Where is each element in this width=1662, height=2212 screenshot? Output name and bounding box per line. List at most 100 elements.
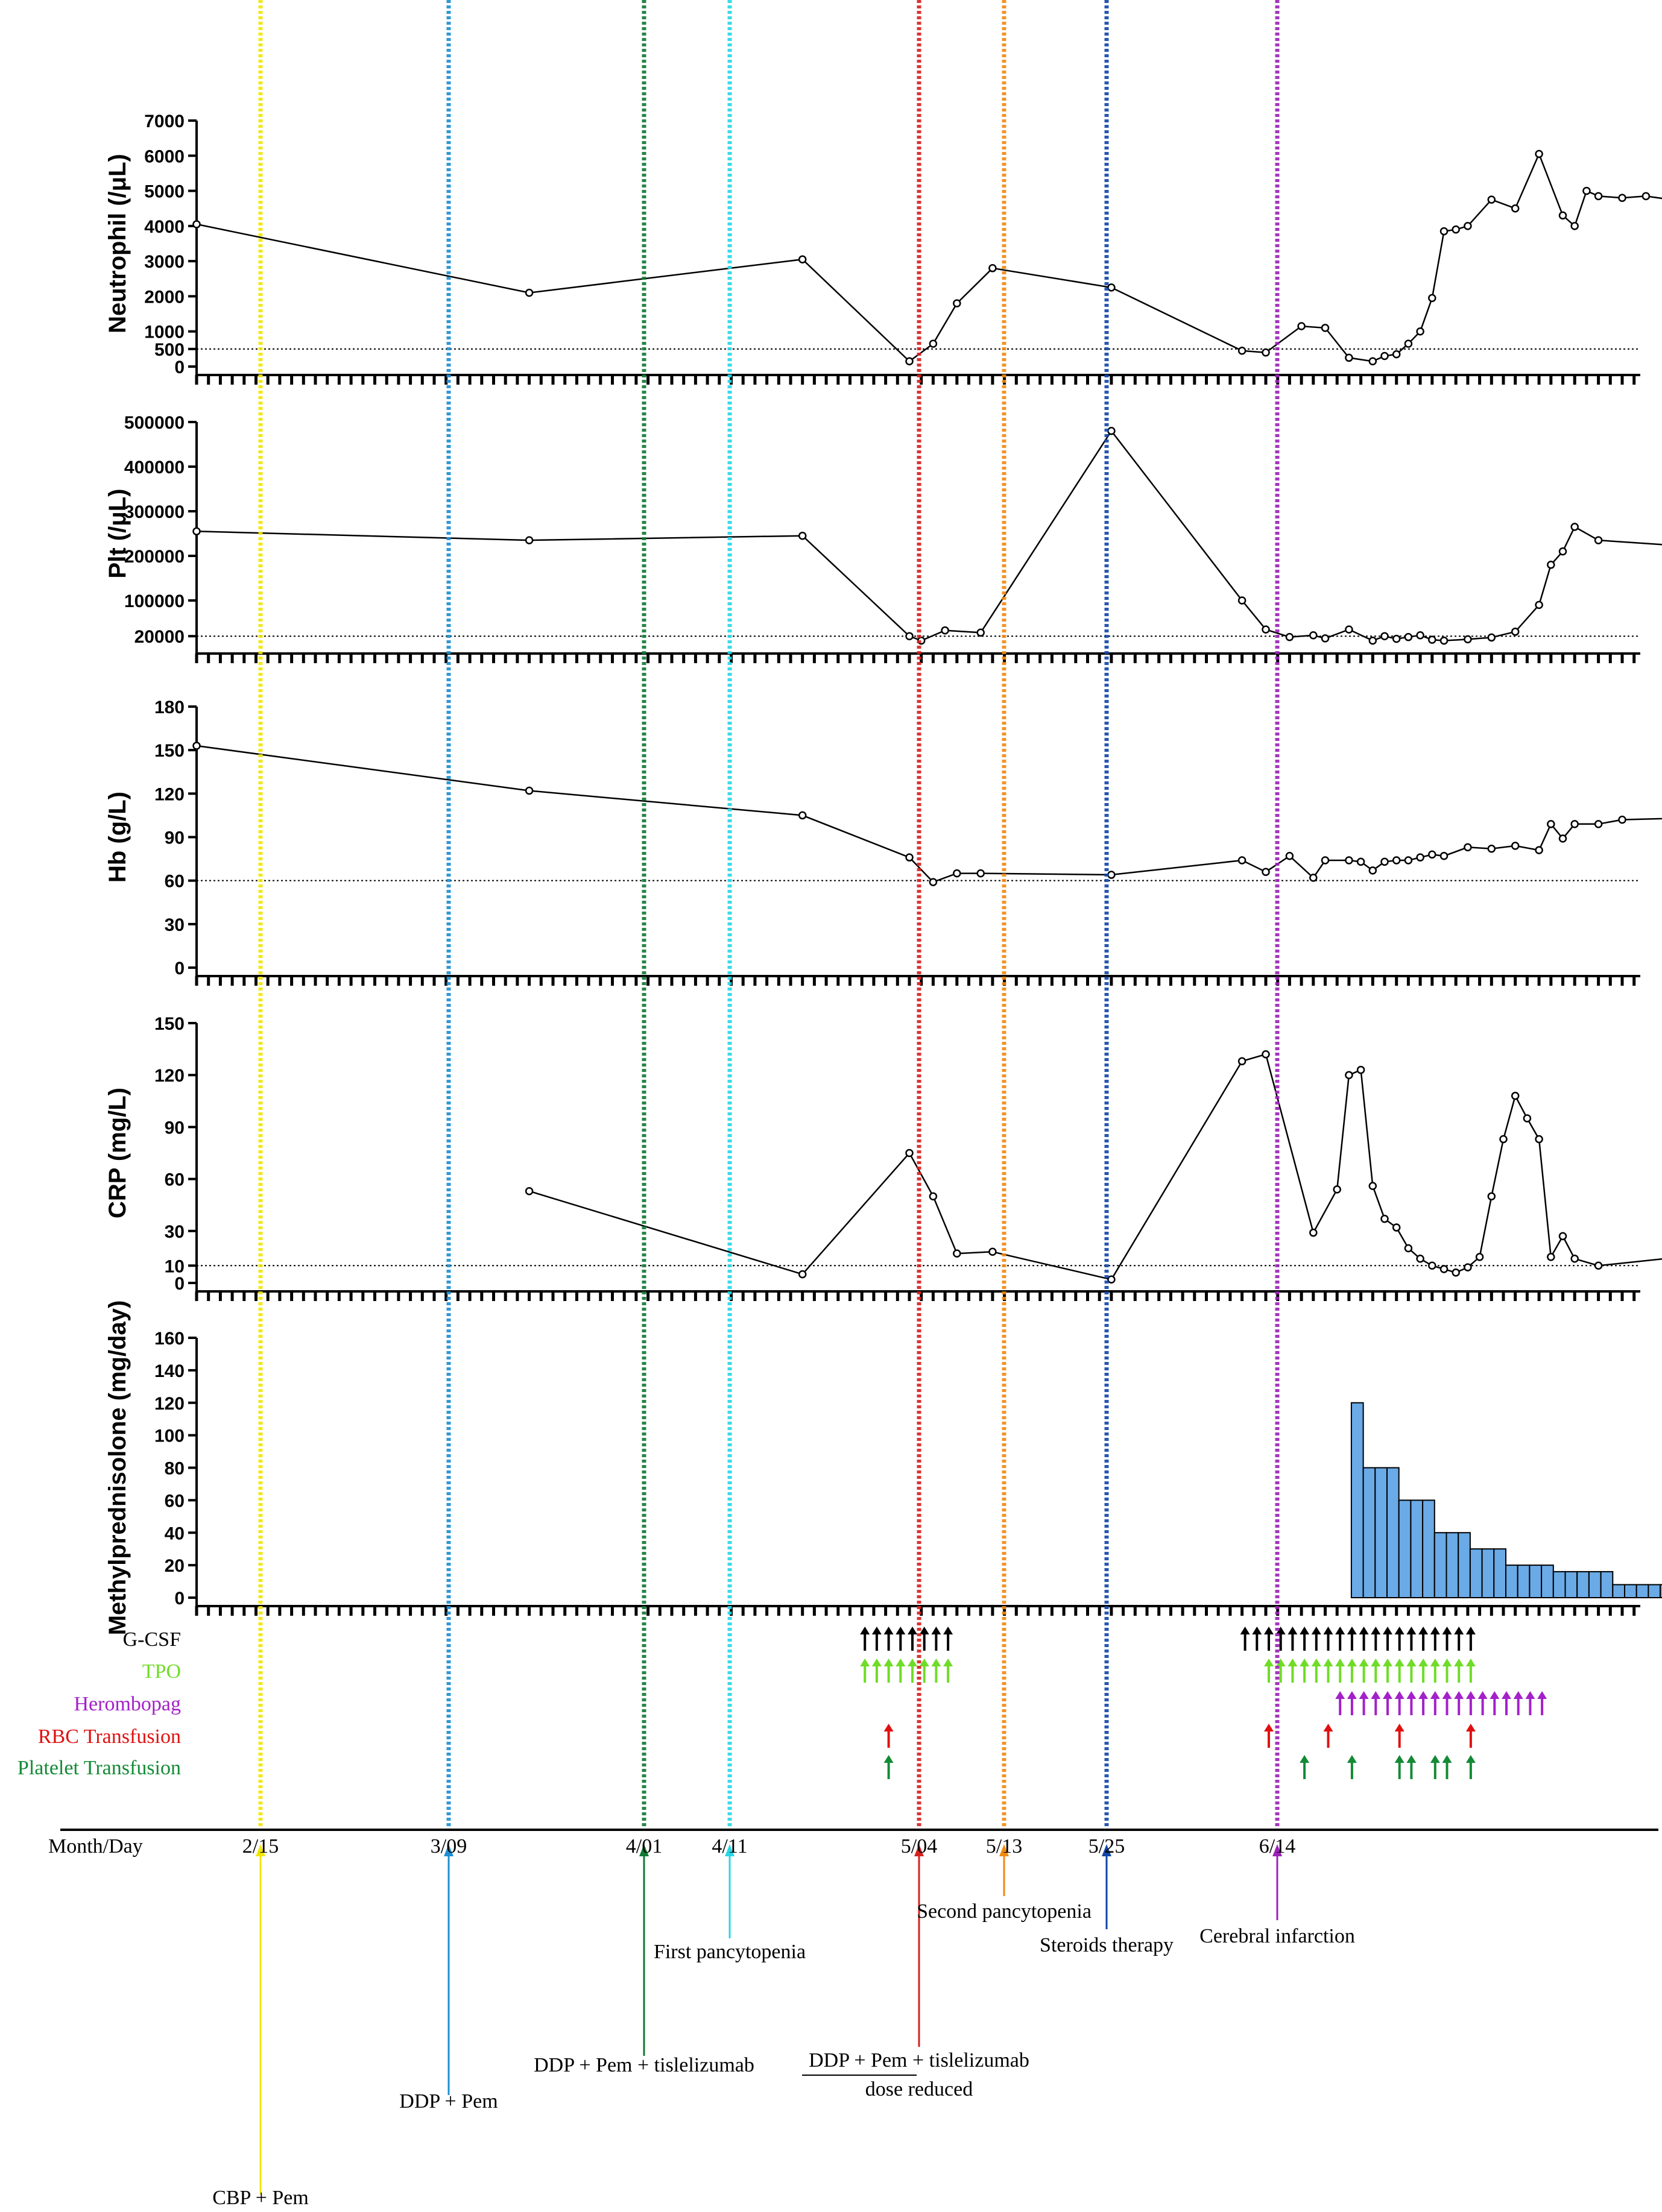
treatment-arrow xyxy=(1465,1627,1476,1651)
data-point xyxy=(1404,339,1413,348)
x-axis-ticks xyxy=(195,1606,1636,1616)
data-point xyxy=(1535,600,1543,610)
y-tick-label: 40 xyxy=(165,1524,185,1543)
y-tick-label: 10 xyxy=(165,1256,185,1276)
series-line xyxy=(196,152,1662,362)
data-point xyxy=(1345,625,1353,634)
treatment-arrow xyxy=(1264,1659,1274,1683)
treatment-arrow xyxy=(1465,1724,1476,1748)
treatment-arrow xyxy=(1383,1627,1392,1651)
x-axis-title: Month/Day xyxy=(48,1835,143,1858)
treatment-arrow xyxy=(896,1627,906,1651)
data-point xyxy=(525,536,534,544)
date-label: 5/25 xyxy=(1089,1835,1125,1858)
bar xyxy=(1350,1402,1364,1598)
data-point xyxy=(1475,1253,1484,1261)
y-axis-label: Hb (g/L) xyxy=(104,792,131,883)
timeline-axis: Month/Day 2/15 3/09 4/01 4/11 5/04 5/13 5/25 6/1… xyxy=(48,1829,1658,2209)
data-point xyxy=(798,531,807,540)
data-point xyxy=(1237,347,1246,355)
data-point xyxy=(1368,357,1377,366)
series-line xyxy=(529,1053,1662,1281)
bar xyxy=(1541,1564,1554,1598)
bar xyxy=(1458,1532,1471,1598)
data-point xyxy=(1487,844,1496,853)
data-point xyxy=(798,255,807,263)
y-tick-label: 500 xyxy=(154,340,185,360)
treatment-arrow xyxy=(1442,1627,1452,1651)
treatment-arrow xyxy=(1454,1627,1464,1651)
data-point xyxy=(192,527,201,536)
data-point xyxy=(1558,1232,1567,1241)
treatment-arrow xyxy=(1454,1691,1464,1715)
data-point xyxy=(1594,1261,1603,1270)
treatment-arrow xyxy=(871,1627,882,1651)
bar xyxy=(1600,1571,1614,1598)
data-point xyxy=(1404,632,1413,641)
data-point xyxy=(1641,192,1651,201)
bar xyxy=(1446,1532,1459,1598)
event-label: DDP + Pem + tislelizumab xyxy=(534,2054,754,2076)
treatment-arrow xyxy=(943,1627,953,1651)
y-tick-label: 60 xyxy=(165,872,185,892)
treatment-arrow xyxy=(1477,1691,1488,1715)
event-label: dose reduced xyxy=(865,2078,973,2100)
data-point xyxy=(905,632,914,640)
data-point xyxy=(1428,635,1436,644)
y-tick-label: 6000 xyxy=(144,147,185,166)
data-point xyxy=(976,628,985,637)
treatment-arrow xyxy=(908,1659,917,1683)
data-point xyxy=(1487,633,1496,642)
data-point xyxy=(1392,634,1401,643)
y-tick-label: 20 xyxy=(165,1556,185,1576)
treatment-arrow xyxy=(1454,1659,1464,1683)
treatment-arrow xyxy=(883,1755,894,1779)
y-tick-label: 90 xyxy=(165,828,185,848)
treatment-arrow xyxy=(1465,1755,1476,1779)
event-line xyxy=(725,0,735,1938)
treatment-arrow xyxy=(1430,1627,1440,1651)
lab-panels: 05001000200030004000500060007000Neutroph… xyxy=(104,112,1662,1635)
data-point xyxy=(1594,536,1603,544)
treatment-arrow xyxy=(919,1627,929,1651)
data-point xyxy=(953,869,961,878)
y-tick-label: 4000 xyxy=(144,217,185,237)
data-point xyxy=(905,853,914,862)
treatment-arrow xyxy=(1371,1691,1381,1715)
treatment-arrow xyxy=(883,1724,894,1748)
data-point xyxy=(1262,348,1270,357)
data-point xyxy=(1356,857,1365,866)
y-tick-label: 0 xyxy=(174,358,185,377)
data-point xyxy=(1285,632,1294,641)
data-point xyxy=(1558,834,1567,843)
event-label: First pancytopenia xyxy=(654,1941,806,1963)
y-tick-label: 100 xyxy=(154,1426,185,1446)
treatment-arrow xyxy=(1418,1659,1429,1683)
event-line xyxy=(444,0,453,2095)
data-point xyxy=(1487,195,1496,204)
treatment-arrow xyxy=(1502,1691,1511,1715)
date-label: 6/14 xyxy=(1259,1835,1295,1858)
bar xyxy=(1612,1584,1626,1598)
treatment-arrow xyxy=(1335,1691,1345,1715)
data-point xyxy=(1547,561,1555,569)
y-tick-label: 140 xyxy=(154,1361,185,1381)
treatment-arrow xyxy=(860,1659,870,1683)
treatment-arrow xyxy=(1347,1755,1357,1779)
treatment-arrow xyxy=(1300,1659,1310,1683)
treatment-arrow xyxy=(919,1659,929,1683)
y-tick-label: 100000 xyxy=(124,591,185,611)
bar xyxy=(1481,1548,1495,1598)
y-tick-label: 60 xyxy=(165,1170,185,1190)
data-point xyxy=(1356,1065,1365,1074)
treatment-arrow xyxy=(1442,1755,1452,1779)
data-point xyxy=(1416,1255,1424,1263)
event-annotation: Steroids therapy xyxy=(1040,1934,1174,1956)
event-line xyxy=(256,0,265,2195)
treatment-arrow xyxy=(1406,1691,1417,1715)
y-tick-label: 90 xyxy=(165,1118,185,1138)
y-tick-label: 180 xyxy=(154,698,185,717)
treatment-arrow xyxy=(1359,1691,1369,1715)
data-point xyxy=(1464,1263,1472,1271)
x-axis-ticks xyxy=(195,976,1636,986)
